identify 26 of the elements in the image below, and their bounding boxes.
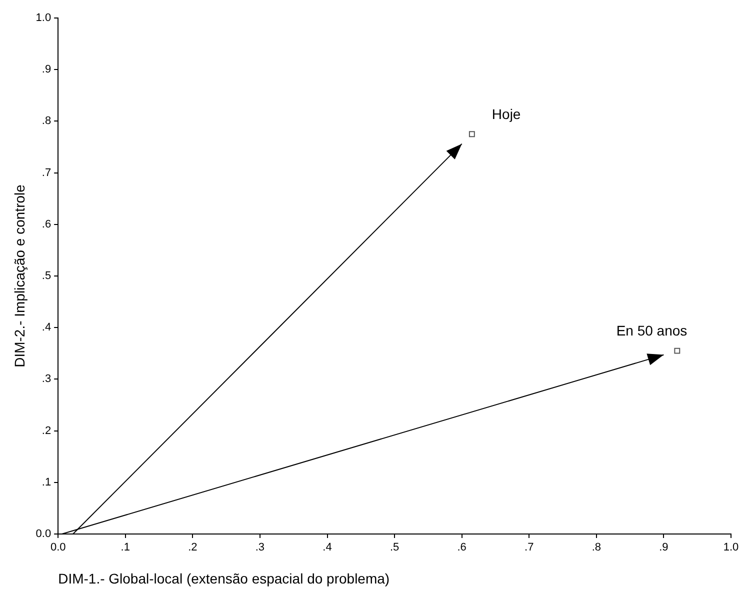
x-tick-label: .1 — [120, 542, 130, 554]
y-tick-label: 0.0 — [36, 528, 52, 540]
series-label: Hoje — [492, 106, 521, 122]
series-label: En 50 anos — [616, 322, 688, 339]
y-tick-label: .3 — [42, 373, 52, 386]
x-tick-label: .3 — [255, 542, 265, 554]
x-tick-label: .2 — [188, 542, 198, 554]
x-tick-label: .9 — [659, 542, 668, 554]
y-tick-label: .2 — [42, 424, 52, 437]
x-tick-label: .6 — [457, 542, 466, 554]
y-tick-label: .6 — [42, 218, 52, 230]
y-tick-label: .9 — [42, 64, 52, 76]
y-tick-label: .8 — [42, 115, 52, 128]
x-tick-label: .5 — [390, 542, 400, 554]
y-tick-label: 1.0 — [36, 12, 52, 24]
x-tick-label: 1.0 — [723, 542, 739, 554]
x-tick-label: .8 — [592, 542, 602, 554]
y-tick-label: .4 — [42, 322, 52, 334]
y-axis-title: DIM-2.- Implicação e controle — [11, 184, 28, 368]
x-tick-label: .4 — [322, 542, 332, 554]
x-tick-label: .7 — [524, 542, 534, 554]
y-tick-label: .5 — [42, 270, 52, 282]
x-tick-label: 0.0 — [50, 542, 66, 554]
x-axis-title: DIM-1.- Global-local (extensão espacial do problema) — [58, 570, 390, 586]
y-tick-label: .7 — [42, 166, 52, 179]
y-tick-label: .1 — [42, 476, 52, 488]
